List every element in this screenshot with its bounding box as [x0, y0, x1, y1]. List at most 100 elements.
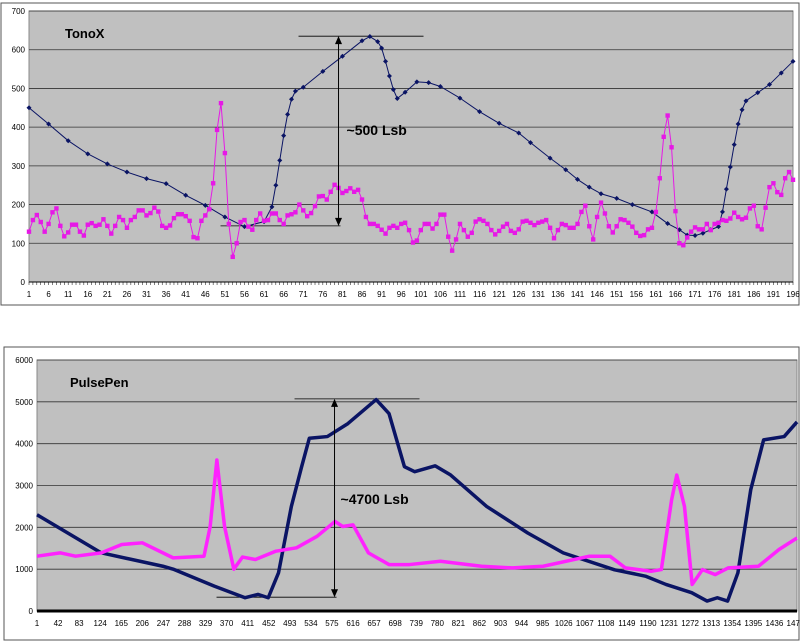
y-tick-label: 400	[12, 123, 26, 132]
data-point	[688, 229, 694, 234]
pulsepen-chart: 0 1000 2000 3000 4000 5000 6000 1 42 83 124 165 206 2…	[15, 356, 800, 628]
data-point	[555, 227, 561, 233]
data-point	[140, 208, 145, 213]
x-tick-label: 16	[83, 290, 92, 299]
x-tick-label: 131	[532, 290, 546, 299]
x-tick-label: 698	[388, 619, 402, 628]
data-point	[202, 202, 208, 208]
x-tick-label: 534	[304, 619, 318, 628]
data-point	[583, 203, 588, 208]
data-point	[375, 39, 381, 45]
x-tick-label: 166	[669, 290, 683, 299]
data-point	[281, 133, 287, 139]
data-point	[316, 194, 322, 199]
x-tick-label: 141	[571, 290, 585, 299]
data-point	[112, 223, 118, 229]
y-tick-label: 300	[12, 162, 26, 171]
x-tick-label: 1436	[765, 619, 783, 628]
x-tick-label: 136	[551, 290, 565, 299]
x-tick-label: 66	[279, 290, 288, 299]
data-point	[575, 176, 581, 182]
data-point	[775, 189, 780, 195]
data-point	[277, 157, 283, 163]
data-point	[469, 230, 474, 236]
data-point	[379, 45, 385, 51]
data-point	[195, 236, 200, 241]
x-tick-label: 575	[325, 619, 339, 628]
data-point	[261, 218, 267, 224]
data-point	[629, 202, 635, 208]
data-point	[586, 184, 592, 190]
data-point	[301, 208, 306, 213]
data-point	[289, 96, 295, 102]
x-tick-label: 42	[54, 619, 63, 628]
data-point	[731, 142, 737, 148]
data-point	[496, 228, 502, 234]
x-tick-label: 71	[299, 290, 308, 299]
x-tick-label: 903	[494, 619, 508, 628]
x-tick-label: 780	[431, 619, 445, 628]
data-point	[222, 214, 228, 220]
data-point	[171, 215, 177, 221]
data-point	[532, 222, 537, 228]
data-point	[571, 225, 576, 230]
data-point	[457, 221, 463, 227]
data-point	[355, 187, 361, 193]
x-tick-label: 46	[201, 290, 210, 299]
data-point	[124, 169, 130, 175]
data-point	[351, 189, 357, 194]
data-point	[85, 222, 90, 227]
data-point	[359, 197, 365, 202]
data-point	[241, 224, 247, 230]
y-tick-label: 200	[12, 201, 26, 210]
data-point	[390, 87, 396, 93]
data-point	[399, 221, 404, 227]
data-point	[367, 221, 373, 227]
data-point	[669, 145, 674, 150]
data-point	[285, 213, 290, 218]
x-tick-label: 1026	[555, 619, 573, 628]
data-point	[767, 184, 772, 190]
data-point	[728, 216, 733, 221]
data-point	[477, 217, 482, 222]
x-tick-label: 165	[115, 619, 129, 628]
data-point	[493, 232, 498, 237]
data-point	[779, 192, 784, 198]
x-tick-label: 1354	[723, 619, 741, 628]
data-point	[38, 219, 43, 225]
data-point	[132, 214, 137, 220]
data-point	[199, 218, 204, 224]
y-tick-label: 1000	[15, 565, 33, 574]
x-tick-label: 126	[512, 290, 526, 299]
x-tick-label: 176	[708, 290, 722, 299]
data-point	[708, 227, 713, 233]
data-point	[148, 210, 153, 216]
x-tick-label: 247	[157, 619, 171, 628]
data-point	[512, 230, 518, 236]
data-point	[257, 211, 263, 216]
data-point	[563, 167, 569, 173]
pulsepen-annotation-label: ~4700 Lsb	[341, 491, 409, 507]
tonox-annotation-label: ~500 Lsb	[347, 122, 407, 138]
data-point	[273, 182, 279, 188]
data-point	[437, 83, 443, 89]
data-point	[485, 221, 490, 227]
data-point	[402, 220, 408, 225]
data-point	[339, 53, 345, 59]
data-point	[516, 227, 521, 232]
data-point	[766, 82, 772, 88]
data-point	[622, 217, 627, 223]
data-point	[449, 248, 455, 253]
data-point	[563, 222, 568, 228]
data-point	[304, 213, 310, 219]
data-point	[109, 231, 114, 236]
data-point	[790, 58, 796, 64]
data-point	[26, 229, 32, 234]
x-tick-label: 186	[747, 290, 761, 299]
data-point	[536, 220, 541, 225]
data-point	[700, 227, 706, 232]
data-point	[414, 79, 420, 85]
data-point	[634, 230, 639, 236]
x-tick-label: 191	[767, 290, 781, 299]
